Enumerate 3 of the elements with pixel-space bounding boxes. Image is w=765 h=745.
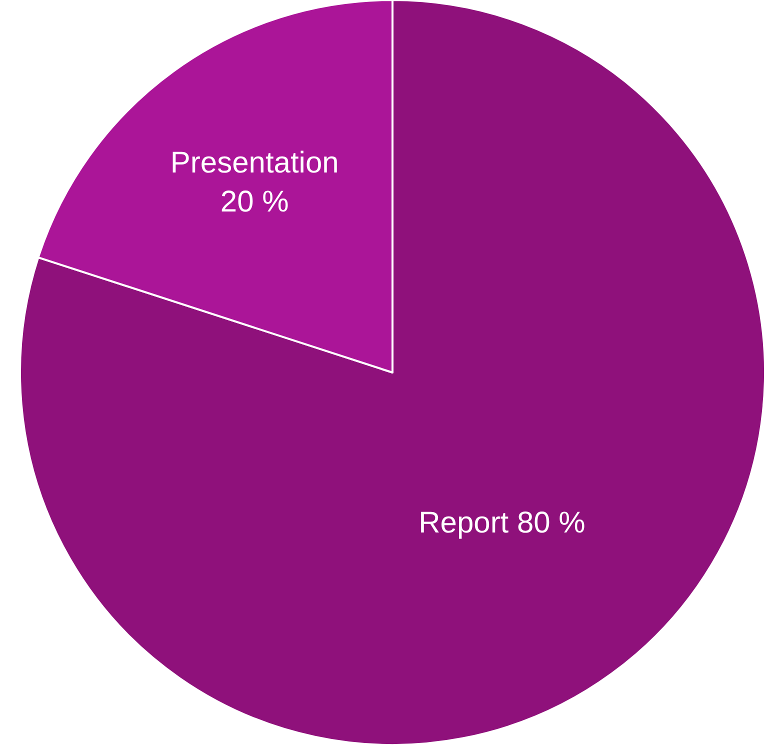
slice-label: Presentation xyxy=(170,146,339,180)
slice-label: Report 80 % xyxy=(418,506,586,540)
data-label: 20 % xyxy=(220,186,289,219)
